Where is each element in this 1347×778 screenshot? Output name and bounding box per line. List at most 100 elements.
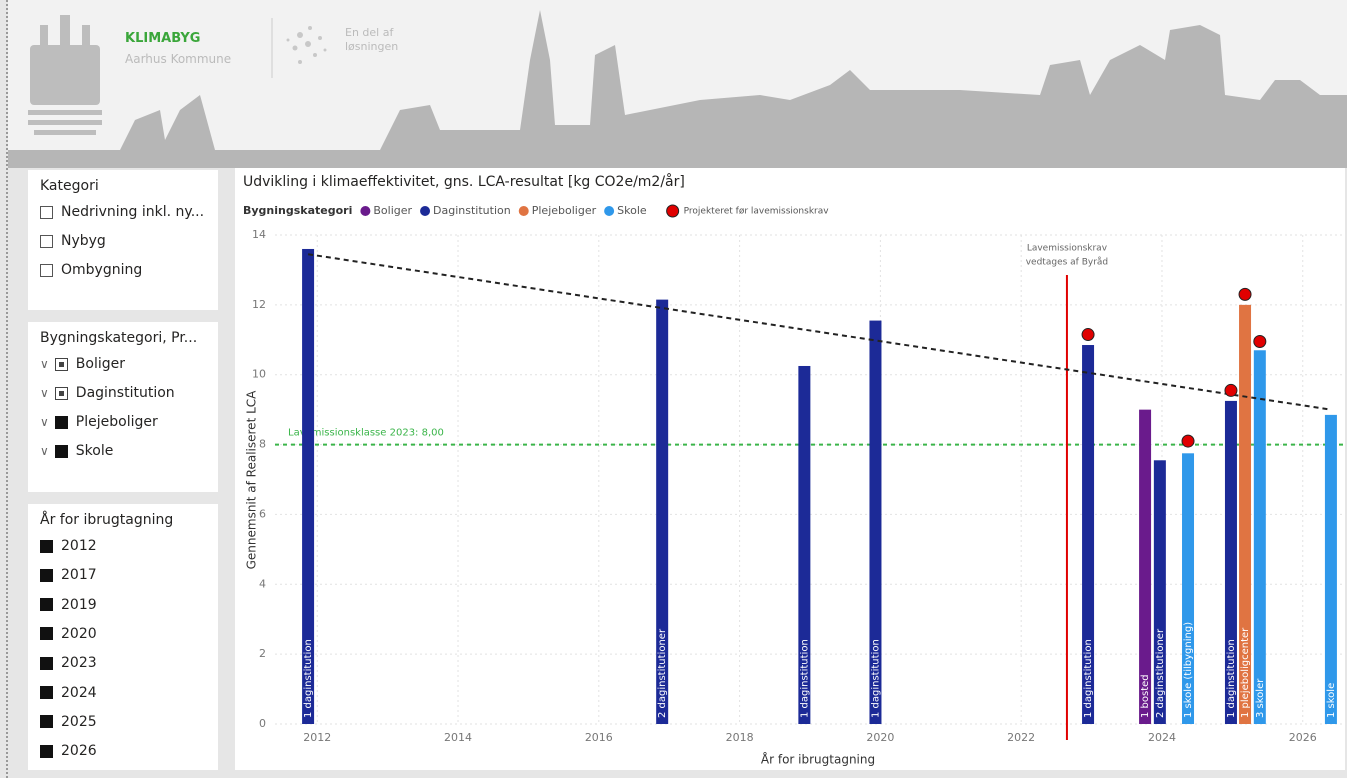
expand-icon[interactable]: ∨ — [40, 444, 49, 458]
marker — [1253, 335, 1267, 349]
marker — [1224, 383, 1238, 397]
checkbox[interactable] — [40, 715, 53, 729]
slicer-item[interactable]: 2012 — [40, 538, 97, 554]
slicer: Kategori Nedrivning inkl. ny... Nybyg Ombyg… — [28, 170, 218, 310]
bar-label: 1 bosted — [1140, 674, 1151, 718]
checkbox[interactable] — [40, 539, 53, 553]
y-tick-label: 10 — [252, 368, 266, 381]
bar-label: 2 daginstitutioner — [657, 628, 668, 718]
slicer-item[interactable]: Nybyg — [40, 233, 106, 249]
bar — [1224, 400, 1237, 724]
bar — [1182, 453, 1195, 724]
reference-label: Lavemissionsklasse 2023: 8,00 — [288, 428, 444, 439]
x-tick-label: 2014 — [444, 731, 472, 744]
checkbox[interactable] — [40, 656, 53, 670]
legend-label: Projekteret før lavemissionskrav — [684, 207, 830, 217]
bar-label: 1 daginstitution — [870, 639, 881, 718]
dots-logo — [286, 26, 327, 64]
x-tick-label: 2022 — [1007, 731, 1035, 744]
slicer-label: 2019 — [61, 596, 97, 613]
checkbox[interactable] — [54, 386, 68, 400]
y-tick-label: 0 — [259, 717, 266, 730]
slicer-label: Boliger — [75, 356, 126, 372]
slicer-item[interactable]: 2023 — [40, 655, 97, 671]
slicer-label: Daginstitution — [75, 385, 175, 401]
y-tick-label: 14 — [252, 228, 266, 241]
bar — [798, 365, 811, 724]
expand-icon[interactable]: ∨ — [40, 357, 49, 371]
checkbox[interactable] — [40, 686, 53, 699]
bar-label: 1 plejeboligcenter — [1240, 627, 1251, 718]
slicer-item[interactable]: ∨ Daginstitution — [40, 385, 175, 401]
slicer-label: 2012 — [61, 538, 97, 554]
slicer-label: Plejeboliger — [75, 414, 158, 430]
bar-label: 1 skole (tilbygning) — [1183, 622, 1194, 718]
y-tick-label: 6 — [259, 507, 266, 520]
bar — [869, 320, 882, 724]
slicer-item[interactable]: 2017 — [40, 567, 97, 583]
checkbox[interactable] — [54, 415, 68, 429]
checkbox[interactable] — [40, 627, 53, 641]
y-tick-label: 4 — [259, 577, 266, 590]
slicer-item[interactable]: ∨ Plejeboliger — [40, 414, 158, 430]
bar-label: 1 skole — [1326, 683, 1337, 718]
slicer-item[interactable]: ∨ Skole — [40, 443, 113, 459]
bar-label: 1 daginstitution — [1226, 639, 1237, 718]
slicer-label: Skole — [75, 443, 114, 459]
legend-swatch — [420, 206, 431, 216]
slicer-label: 2024 — [61, 684, 97, 701]
legend-swatch — [666, 204, 680, 218]
legend-label: Daginstitution — [433, 204, 511, 217]
slicer-item[interactable]: 2025 — [40, 714, 97, 730]
bar-label: 1 daginstitution — [799, 639, 810, 718]
slicer-label: Nybyg — [61, 233, 106, 249]
y-tick-label: 8 — [259, 438, 266, 451]
checkbox[interactable] — [40, 598, 53, 612]
checkbox[interactable] — [40, 234, 53, 248]
slicer-title: Kategori — [40, 178, 99, 194]
expand-icon[interactable]: ∨ — [40, 415, 49, 429]
bar-label: 2 daginstitutioner — [1155, 628, 1166, 718]
bar — [1324, 414, 1337, 724]
bar — [1082, 345, 1095, 724]
left-border — [0, 0, 8, 778]
logo — [28, 15, 102, 135]
x-tick-label: 2024 — [1148, 731, 1176, 744]
slicer-item[interactable]: ∨ Boliger — [40, 356, 125, 372]
legend-label: Plejeboliger — [532, 204, 597, 217]
checkbox[interactable] — [40, 263, 53, 277]
slicer-item[interactable]: 2019 — [40, 597, 97, 613]
slicer-item[interactable]: Ombygning — [40, 262, 142, 278]
bar-label: 3 skoler — [1255, 678, 1266, 718]
checkbox[interactable] — [54, 357, 68, 371]
slicer-label: Ombygning — [61, 262, 143, 278]
x-tick-label: 2020 — [866, 731, 894, 744]
bar-label: 1 daginstitution — [303, 639, 314, 718]
slicer-item[interactable]: 2024 — [40, 685, 97, 701]
bar — [656, 299, 669, 724]
legend-label: Skole — [617, 204, 647, 217]
tagline: løsningen — [345, 40, 398, 53]
organisation: Aarhus Kommune — [125, 52, 231, 66]
vertical-line-label: Lavemissionskrav — [1027, 244, 1108, 254]
x-tick-label: 2018 — [726, 731, 754, 744]
x-tick-label: 2016 — [585, 731, 613, 744]
bar-label: 1 daginstitution — [1083, 639, 1094, 718]
slicer: Bygningskategori, Pr... ∨ Boliger ∨ Daginsti… — [28, 322, 218, 492]
checkbox[interactable] — [40, 744, 53, 758]
slicer-item[interactable]: 2026 — [40, 743, 97, 759]
slicer-label: 2020 — [61, 625, 97, 642]
legend-label: Boliger — [373, 204, 412, 217]
expand-icon[interactable]: ∨ — [40, 386, 49, 400]
slicer-item[interactable]: Nedrivning inkl. ny... — [40, 204, 204, 220]
marker — [1081, 328, 1095, 342]
checkbox[interactable] — [54, 444, 68, 458]
checkbox[interactable] — [40, 568, 53, 582]
vertical-line-label: vedtages af Byråd — [1026, 257, 1108, 268]
checkbox[interactable] — [40, 205, 53, 219]
bar — [1153, 460, 1166, 724]
legend-title: Bygningskategori — [243, 204, 352, 217]
slicer-item[interactable]: 2020 — [40, 626, 97, 642]
slicer-label: 2025 — [61, 713, 97, 730]
